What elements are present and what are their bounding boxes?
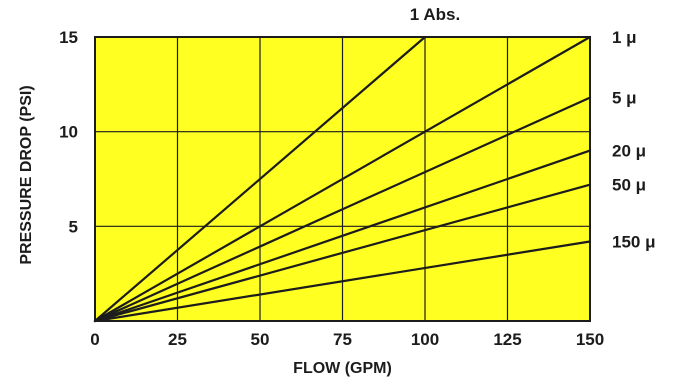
x-tick-label: 0 <box>90 330 99 349</box>
y-tick-labels: 5 10 15 <box>59 28 78 236</box>
x-tick-label: 75 <box>333 330 352 349</box>
y-axis-label: PRESSURE DROP (PSI) <box>18 85 35 264</box>
series-label: 5 μ <box>612 89 637 108</box>
series-line <box>93 183 592 323</box>
series-line <box>93 149 592 323</box>
series-line <box>93 35 592 323</box>
y-tick-label: 5 <box>69 217 78 236</box>
y-tick-label: 10 <box>59 123 78 142</box>
x-axis-label: FLOW (GPM) <box>293 360 392 377</box>
series-lines <box>93 35 592 323</box>
series-labels: 1 Abs. 1 μ 5 μ 20 μ 50 μ 150 μ <box>410 5 656 251</box>
series-label: 150 μ <box>612 232 656 251</box>
series-label: 1 μ <box>612 28 637 47</box>
x-tick-labels: 0 25 50 75 100 125 150 <box>90 330 604 349</box>
series-line <box>93 96 592 323</box>
series-line <box>93 35 427 323</box>
plot-frame <box>94 36 591 322</box>
series-line <box>93 240 592 323</box>
x-tick-label: 125 <box>493 330 521 349</box>
y-tick-label: 15 <box>59 28 78 47</box>
x-tick-label: 50 <box>251 330 270 349</box>
series-label: 50 μ <box>612 176 646 195</box>
x-tick-label: 150 <box>576 330 604 349</box>
series-label: 1 Abs. <box>410 5 460 24</box>
series-label: 20 μ <box>612 142 646 161</box>
x-tick-label: 100 <box>411 330 439 349</box>
x-tick-label: 25 <box>168 330 187 349</box>
